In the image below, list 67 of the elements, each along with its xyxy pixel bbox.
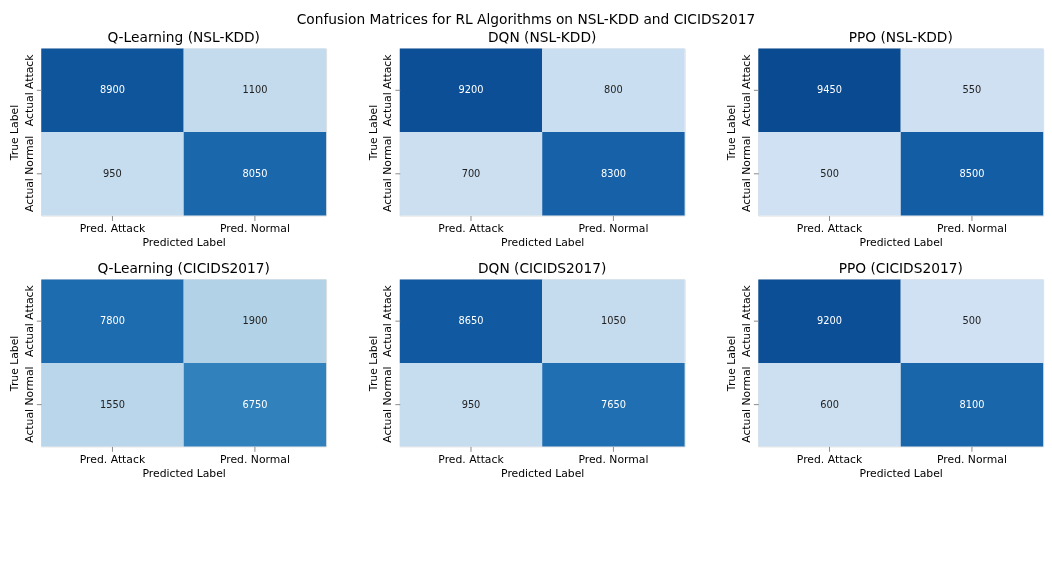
data-label: 8050 <box>242 167 268 179</box>
y-tick-label: Actual Attack <box>739 284 753 358</box>
y-axis-title: True Label <box>366 104 380 162</box>
chart-title: DQN (NSL-KDD) <box>488 28 597 45</box>
data-label: 1050 <box>600 315 626 327</box>
y-tick-label: Actual Normal <box>22 135 36 212</box>
data-label: 8100 <box>959 398 985 410</box>
chart-title: PPO (NSL-KDD) <box>848 28 953 45</box>
y-tick-label: Actual Attack <box>739 53 753 127</box>
chart-title: Q-Learning (NSL-KDD) <box>107 28 260 45</box>
data-label: 8300 <box>600 167 626 179</box>
data-label: 9200 <box>817 315 843 327</box>
data-label: 7650 <box>600 398 626 410</box>
data-label: 600 <box>820 398 839 410</box>
y-axis-title: True Label <box>366 335 380 393</box>
x-axis-title: Predicted Label <box>142 467 226 481</box>
x-tick-label: Pred. Attack <box>796 452 863 466</box>
y-axis-title: True Label <box>8 335 22 393</box>
data-label: 8900 <box>99 84 125 96</box>
x-tick-label: Pred. Normal <box>578 221 649 235</box>
data-label: 500 <box>820 167 839 179</box>
y-tick-label: Actual Attack <box>381 284 395 358</box>
x-axis-title: Predicted Label <box>142 236 226 250</box>
data-label: 9200 <box>458 84 484 96</box>
y-tick-label: Actual Normal <box>739 135 753 212</box>
data-label: 1900 <box>242 315 268 327</box>
data-label: 8500 <box>959 167 985 179</box>
y-tick-label: Actual Attack <box>22 53 36 127</box>
data-label: 500 <box>962 315 982 327</box>
x-axis-title: Predicted Label <box>859 467 943 481</box>
chart-title: PPO (CICIDS2017) <box>838 259 963 276</box>
y-tick-label: Actual Attack <box>381 53 395 127</box>
y-axis-title: True Label <box>725 104 739 162</box>
x-tick-label: Pred. Attack <box>438 452 505 466</box>
x-tick-label: Pred. Attack <box>438 221 505 235</box>
x-tick-label: Pred. Normal <box>578 452 649 466</box>
y-tick-label: Actual Normal <box>739 366 753 443</box>
y-tick-label: Actual Attack <box>22 284 36 358</box>
x-tick-label: Pred. Normal <box>219 452 290 466</box>
x-tick-label: Pred. Normal <box>936 221 1007 235</box>
y-axis-title: True Label <box>8 104 22 162</box>
data-label: 550 <box>962 84 982 96</box>
text: Confusion Matrices for RL Algorithms on NSL-KDD and CICIDS2017 <box>296 10 756 27</box>
y-tick-label: Actual Normal <box>381 135 395 212</box>
chart-title: DQN (CICIDS2017) <box>478 259 607 276</box>
data-label: 700 <box>461 167 481 179</box>
data-label: 800 <box>604 84 623 96</box>
chart-title: Q-Learning (CICIDS2017) <box>97 259 270 276</box>
x-axis-title: Predicted Label <box>859 236 943 250</box>
data-label: 9450 <box>817 84 843 96</box>
x-axis-title: Predicted Label <box>501 467 585 481</box>
data-label: 950 <box>103 167 122 179</box>
data-label: 8650 <box>458 315 484 327</box>
x-tick-label: Pred. Attack <box>796 221 863 235</box>
data-label: 950 <box>461 398 481 410</box>
data-label: 6750 <box>242 398 268 410</box>
data-label: 1550 <box>99 398 125 410</box>
x-tick-label: Pred. Attack <box>79 452 146 466</box>
data-label: 1100 <box>242 84 268 96</box>
x-tick-label: Pred. Normal <box>936 452 1007 466</box>
x-tick-label: Pred. Attack <box>79 221 146 235</box>
x-tick-label: Pred. Normal <box>219 221 290 235</box>
y-tick-label: Actual Normal <box>22 366 36 443</box>
y-tick-label: Actual Normal <box>381 366 395 443</box>
y-axis-title: True Label <box>725 335 739 393</box>
data-label: 7800 <box>99 315 125 327</box>
x-axis-title: Predicted Label <box>501 236 585 250</box>
